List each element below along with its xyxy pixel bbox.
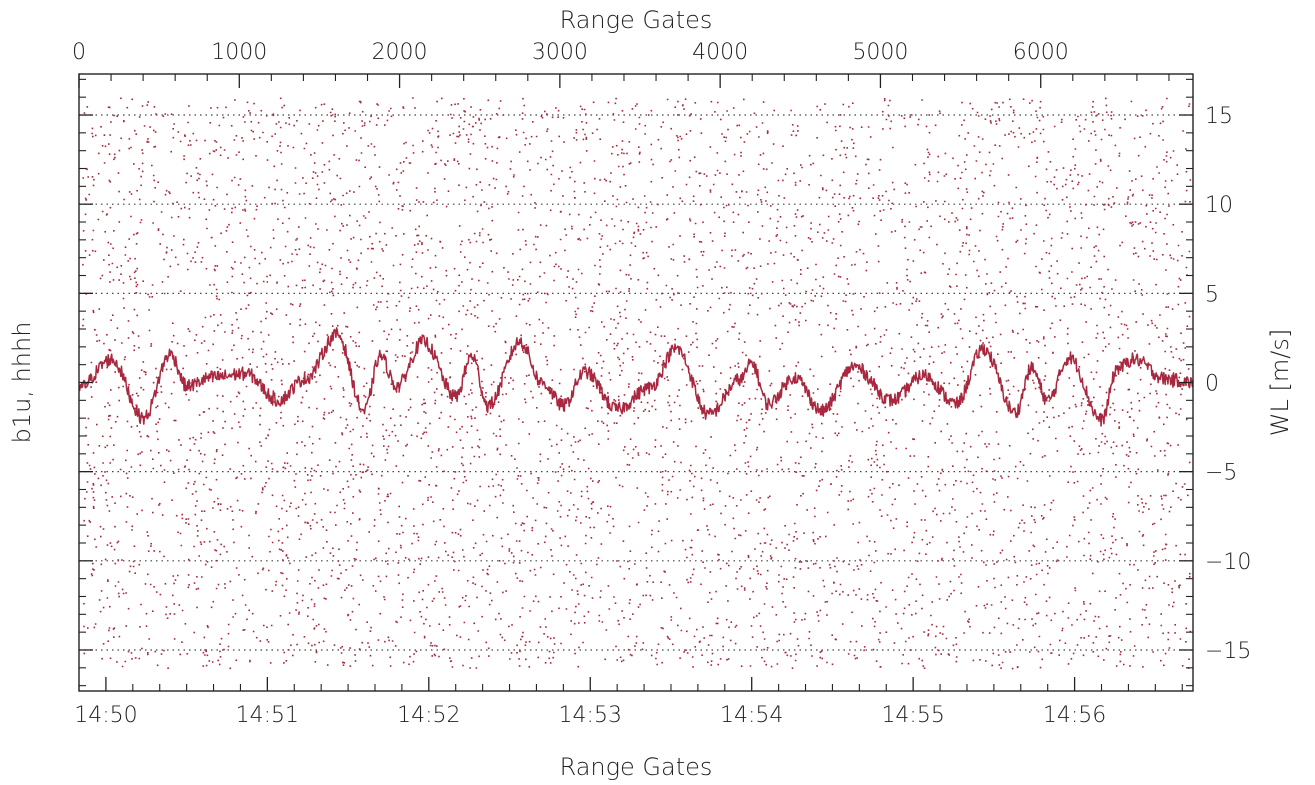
top-axis-title: Range Gates: [560, 6, 713, 34]
y-tick-label: −15: [1205, 639, 1251, 664]
velocity-line: [78, 327, 1194, 427]
right-axis-title: WL [m/s]: [1266, 329, 1294, 436]
top-tick-label: 4000: [692, 40, 748, 65]
bottom-tick-label: 14:56: [1043, 703, 1106, 728]
bottom-tick-label: 14:55: [881, 703, 944, 728]
top-tick-label: 6000: [1013, 40, 1069, 65]
bottom-tick-label: 14:52: [397, 703, 460, 728]
y-tick-label: −5: [1205, 461, 1237, 486]
bottom-tick-label: 14:54: [720, 703, 783, 728]
bottom-tick-label: 14:50: [74, 703, 137, 728]
top-tick-label: 5000: [852, 40, 908, 65]
grid-lines: [79, 114, 1193, 651]
y-tick-label: 5: [1205, 282, 1219, 307]
tick-labels: −15 −10 −5 0 5 10 15 0 1000 2000 3000 4000 5000 6000 1…: [72, 40, 1251, 728]
top-tick-label: 2000: [372, 40, 428, 65]
bottom-tick-label: 14:51: [236, 703, 299, 728]
y-tick-label: 10: [1205, 193, 1233, 218]
axis-ticks: [78, 74, 1193, 691]
bottom-tick-label: 14:53: [559, 703, 622, 728]
y-tick-label: −10: [1205, 550, 1251, 575]
top-tick-label: 1000: [211, 40, 267, 65]
top-tick-label: 3000: [532, 40, 588, 65]
y-tick-label: 15: [1205, 104, 1233, 129]
bottom-axis-title: Range Gates: [560, 753, 713, 781]
left-axis-title: b1u, hhhh: [8, 322, 36, 444]
y-tick-label: 0: [1205, 372, 1219, 397]
line-series: [78, 327, 1194, 427]
top-tick-label: 0: [72, 40, 86, 65]
